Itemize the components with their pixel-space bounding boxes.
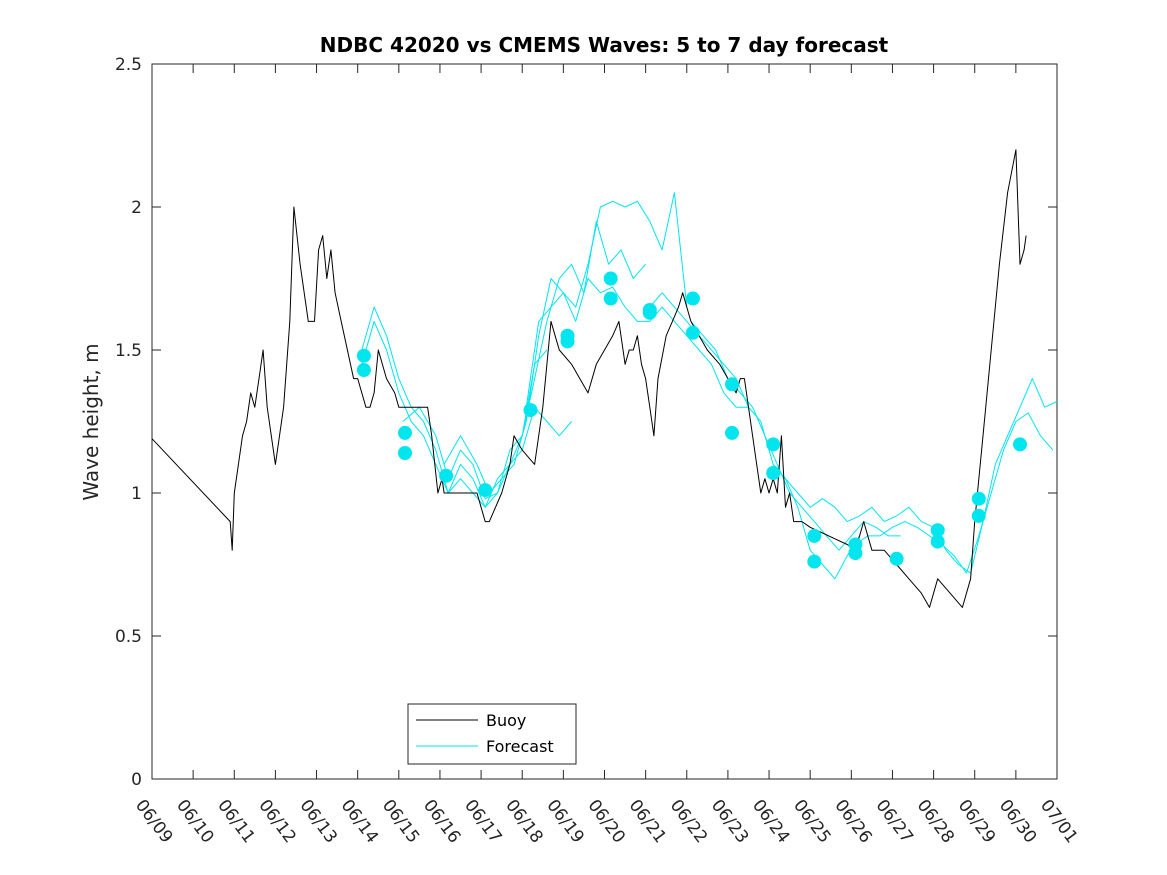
forecast-series-line: [772, 378, 1058, 574]
forecast-marker: [603, 291, 618, 306]
y-tick-label: 0: [131, 770, 142, 790]
forecast-marker: [848, 546, 863, 561]
forecast-series-line: [649, 292, 860, 580]
forecast-marker: [398, 446, 412, 460]
forecast-markers: [356, 271, 1027, 569]
forecast-marker: [725, 377, 739, 392]
series-layer: [151, 149, 1058, 608]
forecast-marker: [398, 425, 412, 440]
legend: Buoy Forecast: [407, 703, 577, 765]
forecast-marker: [971, 491, 986, 506]
forecast-marker: [766, 437, 781, 452]
forecast-marker: [930, 534, 945, 549]
forecast-series-line: [361, 306, 548, 508]
chart-title: NDBC 42020 vs CMEMS Waves: 5 to 7 day fo…: [320, 33, 889, 57]
y-axis-label: Wave height, m: [79, 343, 103, 500]
forecast-marker: [930, 523, 945, 538]
forecast-series-line: [690, 321, 901, 551]
forecast-marker: [766, 466, 781, 480]
forecast-marker: [889, 551, 904, 566]
y-tick-label: 2: [131, 198, 142, 218]
forecast-marker: [356, 348, 371, 363]
y-tick-label: 0.5: [115, 627, 142, 647]
forecast-marker: [356, 363, 371, 377]
y-tick-label: 1.5: [115, 341, 142, 361]
buoy-series-line: [151, 149, 1027, 608]
forecast-marker: [478, 483, 493, 498]
y-tick-label: 1: [131, 484, 142, 504]
forecast-marker: [523, 403, 538, 418]
forecast-marker: [807, 554, 822, 569]
forecast-marker: [439, 468, 454, 483]
forecast-marker: [807, 528, 822, 543]
forecast-series-line: [525, 278, 749, 408]
forecast-marker: [685, 325, 700, 340]
legend-box: [407, 703, 577, 765]
forecast-marker: [685, 291, 700, 306]
legend-label-buoy: Buoy: [486, 711, 526, 730]
legend-label-forecast: Forecast: [486, 737, 554, 756]
forecast-marker: [642, 305, 657, 320]
forecast-marker: [1013, 437, 1027, 452]
forecast-marker: [971, 508, 986, 523]
forecast-series-line: [855, 412, 1054, 574]
y-tick-label: 2.5: [115, 55, 142, 75]
forecast-marker: [725, 425, 739, 440]
forecast-marker: [603, 271, 618, 286]
forecast-marker: [560, 334, 575, 349]
